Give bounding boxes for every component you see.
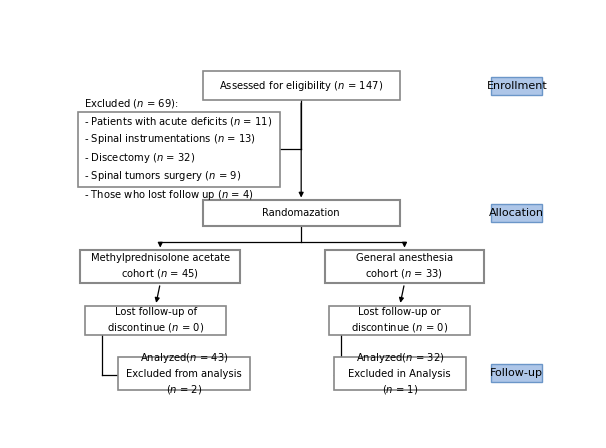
FancyBboxPatch shape bbox=[85, 306, 226, 335]
FancyBboxPatch shape bbox=[202, 200, 400, 226]
Text: Randomazation: Randomazation bbox=[262, 208, 340, 218]
Text: Follow-up: Follow-up bbox=[490, 368, 543, 378]
Text: Lost follow-up of
discontinue ($n$ = 0): Lost follow-up of discontinue ($n$ = 0) bbox=[107, 306, 204, 334]
FancyBboxPatch shape bbox=[330, 306, 470, 335]
Text: Excluded ($n$ = 69):
- Patients with acute deficits ($n$ = 11)
- Spinal instrume: Excluded ($n$ = 69): - Patients with acu… bbox=[84, 97, 272, 202]
Text: Analyzed($n$ = 43)
Excluded from analysis
($n$ = 2): Analyzed($n$ = 43) Excluded from analysi… bbox=[126, 351, 242, 396]
FancyBboxPatch shape bbox=[491, 204, 542, 222]
FancyBboxPatch shape bbox=[491, 77, 542, 95]
FancyBboxPatch shape bbox=[81, 250, 240, 283]
Text: Lost follow-up or
discontinue ($n$ = 0): Lost follow-up or discontinue ($n$ = 0) bbox=[351, 306, 448, 334]
FancyBboxPatch shape bbox=[491, 364, 542, 382]
FancyBboxPatch shape bbox=[334, 358, 465, 390]
Text: General anesthesia
cohort ($n$ = 33): General anesthesia cohort ($n$ = 33) bbox=[356, 253, 453, 280]
Text: Assessed for eligibility ($n$ = 147): Assessed for eligibility ($n$ = 147) bbox=[219, 79, 383, 93]
FancyBboxPatch shape bbox=[325, 250, 484, 283]
FancyBboxPatch shape bbox=[202, 71, 400, 100]
Text: Analyzed($n$ = 32)
Excluded in Analysis
($n$ = 1): Analyzed($n$ = 32) Excluded in Analysis … bbox=[348, 351, 451, 396]
Text: Methylprednisolone acetate
cohort ($n$ = 45): Methylprednisolone acetate cohort ($n$ =… bbox=[91, 253, 230, 280]
Text: Allocation: Allocation bbox=[489, 208, 544, 218]
FancyBboxPatch shape bbox=[118, 358, 250, 390]
FancyBboxPatch shape bbox=[78, 112, 280, 186]
Text: Enrollment: Enrollment bbox=[487, 81, 547, 91]
